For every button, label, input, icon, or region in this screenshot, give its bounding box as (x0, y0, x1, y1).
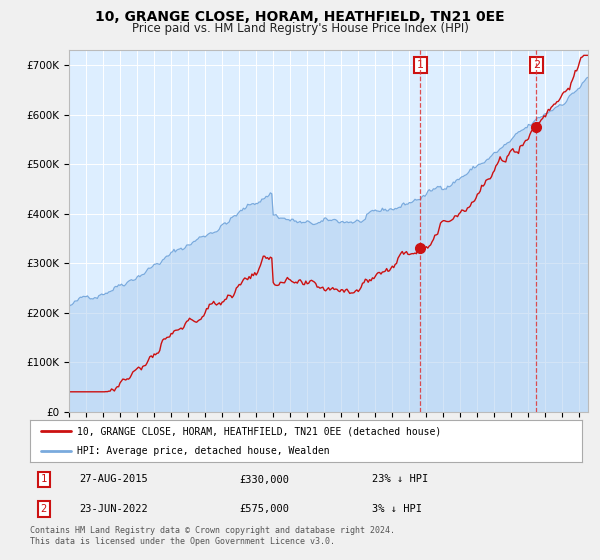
Text: Price paid vs. HM Land Registry's House Price Index (HPI): Price paid vs. HM Land Registry's House … (131, 22, 469, 35)
Text: £575,000: £575,000 (240, 504, 290, 514)
Text: 2: 2 (533, 60, 540, 70)
Text: 1: 1 (41, 474, 47, 484)
Text: HPI: Average price, detached house, Wealden: HPI: Average price, detached house, Weal… (77, 446, 329, 456)
Text: 2: 2 (41, 504, 47, 514)
Text: 10, GRANGE CLOSE, HORAM, HEATHFIELD, TN21 0EE: 10, GRANGE CLOSE, HORAM, HEATHFIELD, TN2… (95, 10, 505, 24)
Text: £330,000: £330,000 (240, 474, 290, 484)
Text: 27-AUG-2015: 27-AUG-2015 (80, 474, 148, 484)
Text: 23% ↓ HPI: 23% ↓ HPI (372, 474, 428, 484)
Text: Contains HM Land Registry data © Crown copyright and database right 2024.
This d: Contains HM Land Registry data © Crown c… (30, 526, 395, 546)
Text: 1: 1 (417, 60, 424, 70)
Text: 10, GRANGE CLOSE, HORAM, HEATHFIELD, TN21 0EE (detached house): 10, GRANGE CLOSE, HORAM, HEATHFIELD, TN2… (77, 426, 441, 436)
Text: 23-JUN-2022: 23-JUN-2022 (80, 504, 148, 514)
Text: 3% ↓ HPI: 3% ↓ HPI (372, 504, 422, 514)
